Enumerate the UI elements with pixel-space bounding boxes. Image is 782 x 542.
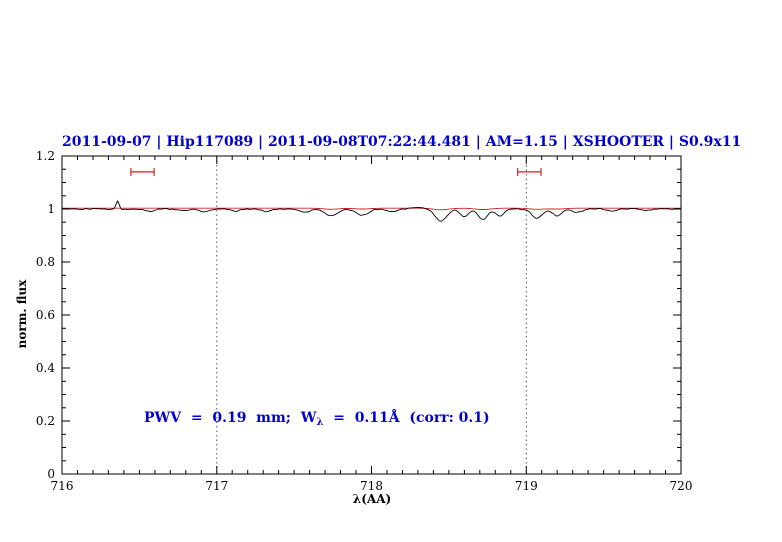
x-tick-label: 719 [515,479,538,493]
y-tick-label: 1.2 [36,149,55,163]
x-tick-label: 718 [360,479,383,493]
y-tick-label: 0.4 [36,361,55,375]
y-tick-label: 0.6 [36,308,55,322]
y-axis-label: norm. flux [15,279,29,349]
y-tick-label: 0.2 [36,414,55,428]
axes-box [61,155,682,475]
annotation-text-pre: PWV = 0.19 mm; W [144,410,317,426]
x-tick-label: 716 [51,479,74,493]
y-tick-label: 0 [47,467,55,481]
series-observed-spectrum [61,200,682,222]
plot-title: 2011-09-07 | Hip117089 | 2011-09-08T07:2… [62,134,742,150]
pwv-annotation: PWV = 0.19 mm; Wλ = 0.11Å (corr: 0.1) [144,410,490,428]
x-axis-label: λ(AA) [352,492,392,506]
x-tick-label: 720 [670,479,693,493]
x-tick-label: 717 [205,479,228,493]
annotation-text-post: = 0.11Å (corr: 0.1) [323,410,490,426]
telluric-range-marker [130,167,155,176]
y-tick-label: 1 [47,202,55,216]
telluric-range-marker [517,167,542,176]
y-tick-label: 0.8 [36,255,55,269]
annotation-lambda-subscript: λ [316,417,324,428]
